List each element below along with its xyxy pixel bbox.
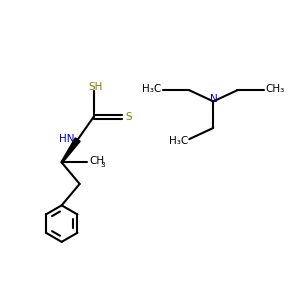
Text: CH: CH (89, 156, 104, 166)
Text: CH₃: CH₃ (265, 84, 284, 94)
Text: SH: SH (88, 82, 102, 92)
Text: 3: 3 (100, 162, 105, 168)
Text: H₃C: H₃C (169, 136, 188, 146)
Text: N: N (210, 94, 218, 104)
Text: H₃C: H₃C (142, 84, 161, 94)
Polygon shape (61, 138, 80, 163)
Text: HN: HN (59, 134, 74, 144)
Text: S: S (125, 112, 132, 122)
